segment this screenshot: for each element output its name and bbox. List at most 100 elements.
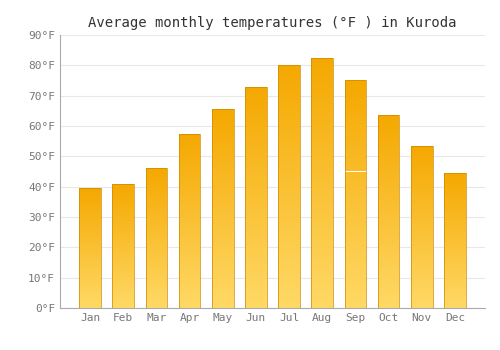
Bar [80, 255, 101, 256]
Bar [80, 217, 101, 218]
Bar [212, 178, 234, 179]
Bar [378, 224, 400, 225]
Bar [312, 69, 333, 70]
Bar [344, 275, 366, 276]
Bar [312, 180, 333, 182]
Bar [278, 267, 300, 268]
Bar [112, 282, 134, 283]
Bar [278, 145, 300, 147]
Bar [312, 268, 333, 269]
Bar [245, 102, 266, 103]
Bar [278, 122, 300, 124]
Bar [411, 156, 432, 157]
Bar [444, 196, 466, 197]
Bar [146, 246, 167, 247]
Bar [146, 190, 167, 191]
Bar [444, 297, 466, 298]
Bar [312, 219, 333, 220]
Bar [278, 233, 300, 234]
Bar [312, 274, 333, 275]
Bar [112, 269, 134, 270]
Bar [179, 221, 201, 222]
Bar [378, 229, 400, 230]
Bar [278, 261, 300, 262]
Bar [112, 221, 134, 222]
Bar [278, 280, 300, 281]
Bar [212, 254, 234, 256]
Bar [378, 235, 400, 236]
Bar [146, 193, 167, 194]
Bar [212, 191, 234, 192]
Bar [278, 65, 300, 66]
Bar [312, 134, 333, 135]
Bar [179, 135, 201, 136]
Bar [344, 87, 366, 89]
Bar [146, 245, 167, 246]
Bar [245, 164, 266, 165]
Bar [146, 236, 167, 237]
Bar [278, 104, 300, 105]
Bar [312, 201, 333, 202]
Bar [245, 168, 266, 170]
Bar [146, 292, 167, 293]
Bar [444, 287, 466, 288]
Bar [444, 290, 466, 291]
Bar [80, 196, 101, 197]
Bar [112, 229, 134, 230]
Bar [312, 58, 333, 308]
Bar [212, 197, 234, 198]
Bar [444, 212, 466, 213]
Bar [179, 274, 201, 275]
Bar [444, 220, 466, 221]
Bar [378, 117, 400, 118]
Bar [344, 182, 366, 183]
Bar [378, 160, 400, 161]
Bar [112, 279, 134, 280]
Bar [312, 236, 333, 237]
Bar [179, 139, 201, 140]
Bar [179, 189, 201, 190]
Bar [411, 226, 432, 227]
Bar [344, 281, 366, 282]
Bar [444, 270, 466, 271]
Bar [179, 265, 201, 266]
Bar [179, 233, 201, 234]
Bar [444, 176, 466, 177]
Bar [411, 258, 432, 259]
Bar [344, 166, 366, 167]
Bar [146, 181, 167, 182]
Bar [179, 223, 201, 224]
Bar [112, 207, 134, 208]
Bar [378, 199, 400, 200]
Bar [411, 193, 432, 194]
Bar [378, 215, 400, 216]
Bar [212, 265, 234, 266]
Bar [344, 157, 366, 158]
Bar [411, 187, 432, 188]
Bar [278, 138, 300, 139]
Bar [378, 228, 400, 229]
Bar [444, 211, 466, 212]
Bar [278, 147, 300, 148]
Bar [378, 262, 400, 263]
Bar [112, 193, 134, 194]
Bar [411, 214, 432, 215]
Bar [278, 297, 300, 298]
Bar [278, 141, 300, 142]
Bar [378, 121, 400, 122]
Bar [378, 148, 400, 149]
Bar [312, 222, 333, 223]
Bar [245, 197, 266, 198]
Bar [212, 159, 234, 160]
Bar [411, 190, 432, 191]
Bar [179, 298, 201, 299]
Bar [312, 243, 333, 244]
Bar [278, 289, 300, 290]
Bar [179, 190, 201, 191]
Bar [80, 264, 101, 265]
Bar [278, 250, 300, 251]
Bar [212, 300, 234, 301]
Bar [378, 139, 400, 140]
Bar [344, 251, 366, 252]
Bar [245, 142, 266, 143]
